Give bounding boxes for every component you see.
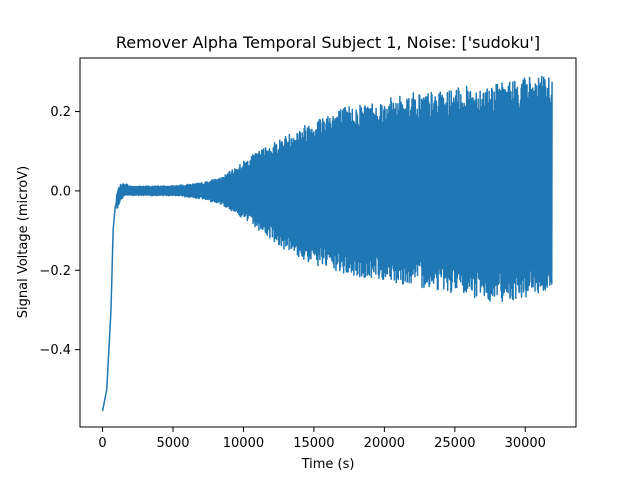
x-tick-label: 5000 — [156, 436, 189, 451]
x-tick-label: 25000 — [434, 436, 475, 451]
chart-title: Remover Alpha Temporal Subject 1, Noise:… — [116, 33, 540, 52]
y-axis-label: Signal Voltage (microV) — [16, 166, 31, 318]
x-axis-label: Time (s) — [301, 457, 355, 472]
x-tick-label: 0 — [98, 436, 106, 451]
y-tick-label: 0.2 — [50, 105, 71, 120]
y-tick-label: −0.4 — [39, 343, 71, 358]
series-signal-line — [101, 75, 553, 412]
x-tick-label: 15000 — [293, 436, 334, 451]
plot-area — [101, 75, 553, 412]
x-tick-label: 20000 — [364, 436, 405, 451]
x-axis: 0 5000 10000 15000 20000 25000 30000 — [98, 427, 546, 451]
y-axis: −0.4 −0.2 0.0 0.2 — [39, 105, 80, 358]
y-tick-label: −0.2 — [39, 264, 71, 279]
y-tick-label: 0.0 — [50, 184, 71, 199]
x-tick-label: 10000 — [223, 436, 264, 451]
axes-frame — [79, 57, 577, 428]
x-tick-label: 30000 — [505, 436, 546, 451]
